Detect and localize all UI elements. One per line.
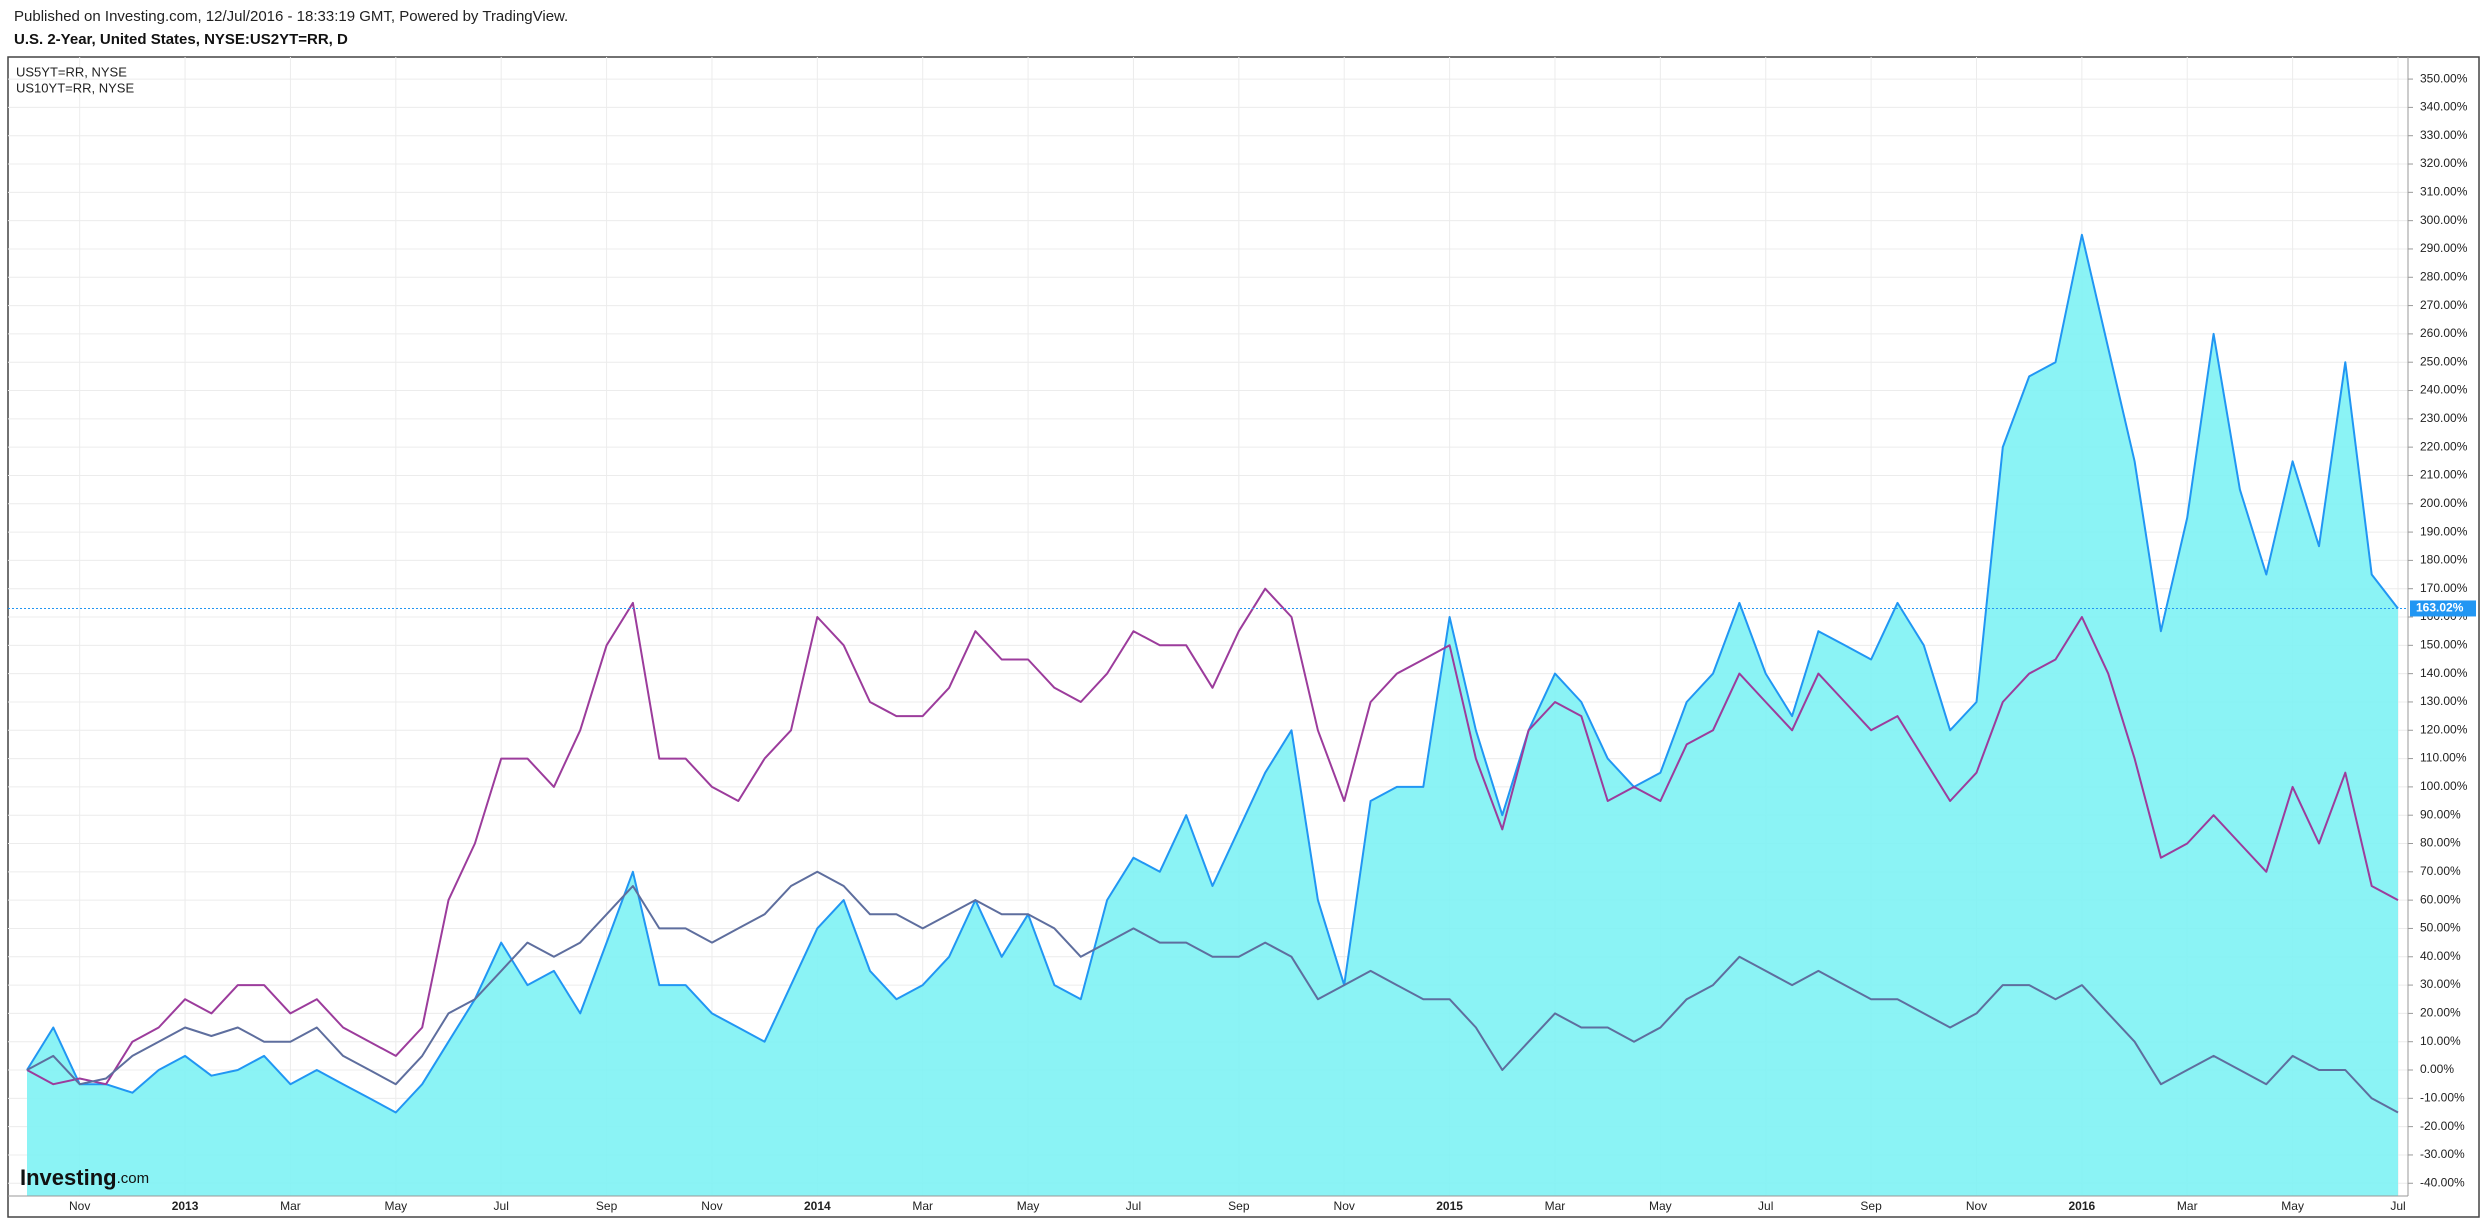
y-tick-label: 140.00% <box>2420 666 2468 680</box>
y-tick-label: 330.00% <box>2420 128 2468 142</box>
y-tick-label: 270.00% <box>2420 298 2468 312</box>
x-tick-label: 2014 <box>804 1199 831 1213</box>
chart-title: U.S. 2-Year, United States, NYSE:US2YT=R… <box>14 31 348 48</box>
y-tick-label: 290.00% <box>2420 241 2468 255</box>
y-tick-label: -10.00% <box>2420 1090 2465 1104</box>
y-tick-label: 250.00% <box>2420 354 2468 368</box>
last-price-box <box>2410 600 2476 617</box>
y-tick-label: 60.00% <box>2420 892 2461 906</box>
series-area <box>27 234 2398 1197</box>
x-tick-label: Nov <box>1334 1199 1355 1213</box>
x-tick-label: Nov <box>1966 1199 1987 1213</box>
x-tick-label: Mar <box>2177 1199 2198 1213</box>
y-tick-label: 70.00% <box>2420 864 2461 878</box>
y-tick-label: 220.00% <box>2420 439 2468 453</box>
y-tick-label: 150.00% <box>2420 637 2468 651</box>
x-tick-label: Jul <box>1758 1199 1773 1213</box>
series-line <box>26 870 2399 1114</box>
y-tick-label: 300.00% <box>2420 213 2468 227</box>
x-tick-label: Sep <box>596 1199 618 1213</box>
legend-entry: US5YT=RR, NYSE <box>16 64 127 79</box>
publish-note: Published on Investing.com, 12/Jul/2016 … <box>14 8 568 25</box>
y-tick-label: 310.00% <box>2420 185 2468 199</box>
y-tick-label: 180.00% <box>2420 553 2468 567</box>
y-tick-label: 280.00% <box>2420 269 2468 283</box>
x-tick-label: Mar <box>912 1199 933 1213</box>
y-tick-label: 30.00% <box>2420 977 2461 991</box>
y-tick-label: 80.00% <box>2420 836 2461 850</box>
y-tick-label: 20.00% <box>2420 1006 2461 1020</box>
x-tick-label: Jul <box>494 1199 509 1213</box>
logo-name: Investing <box>20 1165 117 1190</box>
x-tick-label: Sep <box>1228 1199 1250 1213</box>
x-tick-label: 2015 <box>1436 1199 1463 1213</box>
x-tick-label: Mar <box>1545 1199 1566 1213</box>
x-tick-label: May <box>1017 1199 1040 1213</box>
x-tick-label: Nov <box>701 1199 722 1213</box>
y-tick-label: 50.00% <box>2420 921 2461 935</box>
series-line <box>26 587 2399 1086</box>
overlay: -40.00% -30.00% -20.00% -10.00% 0.00% 10.00% 2… <box>8 64 2476 1213</box>
y-tick-label: 210.00% <box>2420 468 2468 482</box>
x-tick-label: Jul <box>1126 1199 1141 1213</box>
y-tick-label: 240.00% <box>2420 383 2468 397</box>
y-tick-label: 120.00% <box>2420 722 2468 736</box>
x-tick-label: Sep <box>1860 1199 1882 1213</box>
x-tick-label: 2013 <box>172 1199 199 1213</box>
y-tick-label: 350.00% <box>2420 71 2468 85</box>
y-tick-label: 200.00% <box>2420 496 2468 510</box>
y-tick-label: 0.00% <box>2420 1062 2454 1076</box>
last-price-label: 163.02% <box>2416 601 2464 615</box>
y-tick-label: 260.00% <box>2420 326 2468 340</box>
series-line <box>26 233 2399 1114</box>
y-tick-label: 10.00% <box>2420 1034 2461 1048</box>
x-tick-label: Nov <box>69 1199 90 1213</box>
y-tick-label: 130.00% <box>2420 694 2468 708</box>
plot <box>26 233 2399 1197</box>
logo-suffix: .com <box>117 1170 150 1187</box>
y-tick-label: 340.00% <box>2420 100 2468 114</box>
x-tick-label: May <box>384 1199 407 1213</box>
x-tick-label: May <box>1649 1199 1672 1213</box>
chart-frame <box>7 56 2480 1218</box>
x-tick-label: 2016 <box>2069 1199 2096 1213</box>
legend-entry: US10YT=RR, NYSE <box>16 80 134 95</box>
x-tick-label: Jul <box>2390 1199 2405 1213</box>
y-tick-label: 90.00% <box>2420 807 2461 821</box>
y-tick-label: 110.00% <box>2420 751 2467 765</box>
x-tick-label: Mar <box>280 1199 301 1213</box>
y-tick-label: 190.00% <box>2420 524 2468 538</box>
x-tick-label: May <box>2281 1199 2304 1213</box>
y-tick-label: 230.00% <box>2420 411 2468 425</box>
y-tick-label: -20.00% <box>2420 1119 2465 1133</box>
y-tick-label: 100.00% <box>2420 779 2468 793</box>
y-tick-label: -30.00% <box>2420 1147 2465 1161</box>
logo: Investing.com <box>20 1165 149 1190</box>
y-tick-label: 170.00% <box>2420 581 2468 595</box>
y-tick-label: 320.00% <box>2420 156 2468 170</box>
y-tick-label: -40.00% <box>2420 1175 2465 1189</box>
y-tick-label: 40.00% <box>2420 949 2461 963</box>
